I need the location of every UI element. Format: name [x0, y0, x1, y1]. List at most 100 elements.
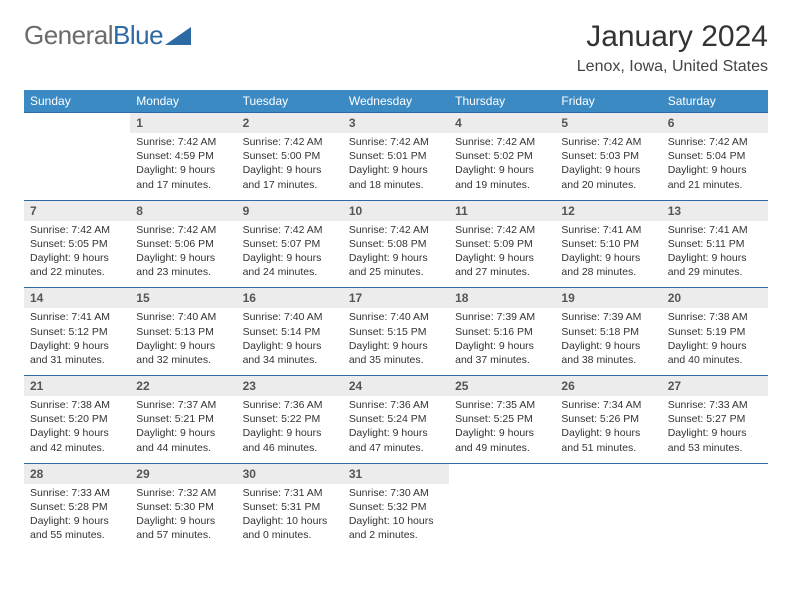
day-d2: and 22 minutes. — [30, 265, 124, 279]
day-d2: and 27 minutes. — [455, 265, 549, 279]
day-number-cell: 12 — [555, 200, 661, 221]
weekday-header: Friday — [555, 90, 661, 113]
day-sr: Sunrise: 7:41 AM — [30, 310, 124, 324]
day-sr: Sunrise: 7:42 AM — [136, 135, 230, 149]
day-d1: Daylight: 9 hours — [243, 426, 337, 440]
day-ss: Sunset: 5:30 PM — [136, 500, 230, 514]
day-info-cell: Sunrise: 7:33 AMSunset: 5:28 PMDaylight:… — [24, 484, 130, 551]
weekday-header: Saturday — [662, 90, 768, 113]
day-d1: Daylight: 9 hours — [30, 251, 124, 265]
day-sr: Sunrise: 7:38 AM — [668, 310, 762, 324]
day-number-row: 78910111213 — [24, 200, 768, 221]
day-d1: Daylight: 9 hours — [349, 163, 443, 177]
day-sr: Sunrise: 7:42 AM — [561, 135, 655, 149]
day-ss: Sunset: 5:22 PM — [243, 412, 337, 426]
day-info-row: Sunrise: 7:42 AMSunset: 5:05 PMDaylight:… — [24, 221, 768, 288]
day-d2: and 57 minutes. — [136, 528, 230, 542]
day-ss: Sunset: 5:27 PM — [668, 412, 762, 426]
day-ss: Sunset: 5:32 PM — [349, 500, 443, 514]
day-sr: Sunrise: 7:42 AM — [30, 223, 124, 237]
day-number-cell: 20 — [662, 288, 768, 309]
day-info-row: Sunrise: 7:33 AMSunset: 5:28 PM Daylight:… — [24, 484, 768, 551]
day-ss: Sunset: 5:25 PM — [455, 412, 549, 426]
day-sr: Sunrise: 7:35 AM — [455, 398, 549, 412]
day-d1: Daylight: 9 hours — [455, 339, 549, 353]
day-sr: Sunrise: 7:34 AM — [561, 398, 655, 412]
day-number-cell: 8 — [130, 200, 236, 221]
day-info-cell: Sunrise: 7:38 AMSunset: 5:19 PMDaylight:… — [662, 308, 768, 375]
day-sr: Sunrise: 7:42 AM — [349, 223, 443, 237]
day-number-row: 14151617181920 — [24, 288, 768, 309]
day-number-cell: 19 — [555, 288, 661, 309]
day-info-cell: Sunrise: 7:37 AMSunset: 5:21 PMDaylight:… — [130, 396, 236, 463]
day-d2: and 18 minutes. — [349, 178, 443, 192]
day-sr: Sunrise: 7:37 AM — [136, 398, 230, 412]
day-number-cell: 2 — [237, 113, 343, 134]
day-sr: Sunrise: 7:40 AM — [136, 310, 230, 324]
day-info-cell — [449, 484, 555, 551]
day-number-cell: 23 — [237, 376, 343, 397]
day-d2: and 51 minutes. — [561, 441, 655, 455]
day-number-cell: 6 — [662, 113, 768, 134]
day-d1: Daylight: 9 hours — [349, 251, 443, 265]
day-ss: Sunset: 5:02 PM — [455, 149, 549, 163]
day-ss: Sunset: 5:03 PM — [561, 149, 655, 163]
day-number-cell: 14 — [24, 288, 130, 309]
day-sr: Sunrise: 7:42 AM — [455, 223, 549, 237]
month-title: January 2024 — [577, 20, 768, 54]
day-ss: Sunset: 5:11 PM — [668, 237, 762, 251]
day-d2: and 34 minutes. — [243, 353, 337, 367]
day-d2: and 37 minutes. — [455, 353, 549, 367]
weekday-header: Wednesday — [343, 90, 449, 113]
day-info-cell: Sunrise: 7:39 AMSunset: 5:16 PMDaylight:… — [449, 308, 555, 375]
day-info-cell: Sunrise: 7:42 AMSunset: 5:01 PMDaylight:… — [343, 133, 449, 200]
day-d2: and 55 minutes. — [30, 528, 124, 542]
day-info-cell: Sunrise: 7:42 AMSunset: 5:04 PMDaylight:… — [662, 133, 768, 200]
day-number-cell: 31 — [343, 463, 449, 484]
day-number-cell — [662, 463, 768, 484]
day-d1: Daylight: 10 hours — [243, 514, 337, 528]
day-d2: and 21 minutes. — [668, 178, 762, 192]
day-d2: and 35 minutes. — [349, 353, 443, 367]
calendar-table: SundayMondayTuesdayWednesdayThursdayFrid… — [24, 90, 768, 550]
day-sr: Sunrise: 7:41 AM — [561, 223, 655, 237]
day-sr: Sunrise: 7:33 AM — [30, 486, 124, 500]
header: GeneralBlue January 2024 Lenox, Iowa, Un… — [24, 20, 768, 76]
logo-part1: General — [24, 20, 113, 50]
day-info-cell: Sunrise: 7:39 AMSunset: 5:18 PMDaylight:… — [555, 308, 661, 375]
day-d2: and 46 minutes. — [243, 441, 337, 455]
day-d1: Daylight: 9 hours — [668, 163, 762, 177]
day-ss: Sunset: 5:15 PM — [349, 325, 443, 339]
day-number-row: 123456 — [24, 113, 768, 134]
day-sr: Sunrise: 7:42 AM — [136, 223, 230, 237]
day-d2: and 44 minutes. — [136, 441, 230, 455]
day-number-cell: 16 — [237, 288, 343, 309]
day-ss: Sunset: 5:28 PM — [30, 500, 124, 514]
day-ss: Sunset: 5:07 PM — [243, 237, 337, 251]
weekday-header: Monday — [130, 90, 236, 113]
day-info-cell: Sunrise: 7:40 AMSunset: 5:13 PMDaylight:… — [130, 308, 236, 375]
day-info-cell: Sunrise: 7:42 AMSunset: 5:03 PMDaylight:… — [555, 133, 661, 200]
day-number-cell: 1 — [130, 113, 236, 134]
day-d1: Daylight: 9 hours — [30, 339, 124, 353]
day-sr: Sunrise: 7:32 AM — [136, 486, 230, 500]
day-ss: Sunset: 5:00 PM — [243, 149, 337, 163]
day-number-cell: 13 — [662, 200, 768, 221]
day-info-cell — [662, 484, 768, 551]
day-info-cell: Sunrise: 7:40 AMSunset: 5:15 PMDaylight:… — [343, 308, 449, 375]
day-sr: Sunrise: 7:39 AM — [455, 310, 549, 324]
day-number-cell: 11 — [449, 200, 555, 221]
day-number-cell: 29 — [130, 463, 236, 484]
day-d1: Daylight: 9 hours — [349, 426, 443, 440]
day-d2: and 2 minutes. — [349, 528, 443, 542]
day-info-cell: Sunrise: 7:42 AMSunset: 5:09 PMDaylight:… — [449, 221, 555, 288]
day-number-cell: 10 — [343, 200, 449, 221]
day-d1: Daylight: 9 hours — [243, 339, 337, 353]
logo-part2: Blue — [113, 20, 163, 50]
day-d1: Daylight: 9 hours — [668, 426, 762, 440]
day-d2: and 23 minutes. — [136, 265, 230, 279]
day-info-cell: Sunrise: 7:32 AMSunset: 5:30 PMDaylight:… — [130, 484, 236, 551]
day-info-cell: Sunrise: 7:42 AMSunset: 5:05 PMDaylight:… — [24, 221, 130, 288]
day-info-cell: Sunrise: 7:41 AMSunset: 5:11 PMDaylight:… — [662, 221, 768, 288]
day-number-cell — [24, 113, 130, 134]
